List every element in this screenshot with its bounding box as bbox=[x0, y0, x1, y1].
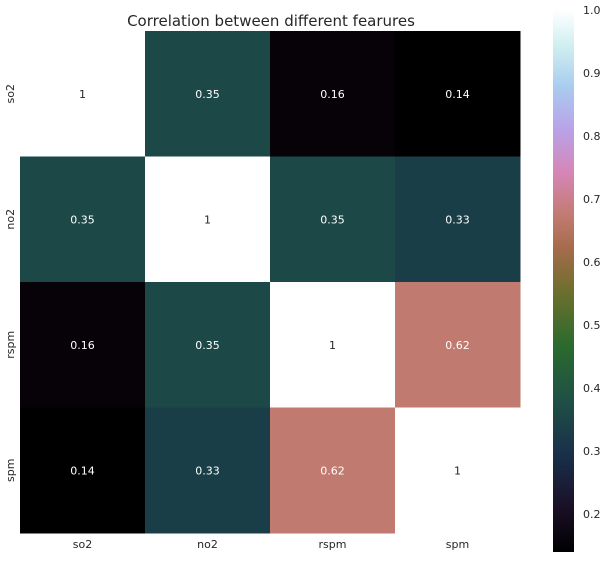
cell-value-label-spm-spm: 1 bbox=[454, 464, 461, 477]
cell-value-label-rspm-no2: 0.35 bbox=[195, 339, 220, 352]
cell-value-label-spm-rspm: 0.62 bbox=[320, 464, 345, 477]
heatmap-cell-no2-rspm bbox=[270, 156, 396, 283]
cell-value-label-so2-no2: 0.35 bbox=[195, 88, 220, 101]
cell-value-label-no2-so2: 0.35 bbox=[70, 213, 95, 226]
x-tick-label-no2: no2 bbox=[197, 538, 218, 551]
colorbar-tick-label-8: 1.0 bbox=[583, 4, 601, 17]
heatmap-cell-rspm-rspm bbox=[270, 282, 396, 408]
x-tick-label-so2: so2 bbox=[73, 538, 92, 551]
x-axis-tick-labels: so2 no2 rspm spm bbox=[73, 538, 469, 551]
cell-value-label-rspm-spm: 0.62 bbox=[445, 339, 470, 352]
heatmap-cell-spm-spm bbox=[395, 407, 521, 534]
colorbar-tick-label-1: 0.3 bbox=[583, 445, 601, 458]
colorbar-gradient bbox=[553, 10, 574, 552]
heatmap-cell-no2-so2 bbox=[20, 156, 146, 283]
cell-value-label-no2-spm: 0.33 bbox=[445, 213, 470, 226]
cell-value-label-so2-spm: 0.14 bbox=[445, 88, 470, 101]
colorbar-tick-label-5: 0.7 bbox=[583, 193, 601, 206]
cell-value-label-rspm-so2: 0.16 bbox=[70, 339, 95, 352]
cell-value-label-spm-no2: 0.33 bbox=[195, 464, 220, 477]
heatmap-cell-rspm-spm bbox=[395, 282, 521, 408]
cell-value-label-no2-rspm: 0.35 bbox=[320, 213, 345, 226]
colorbar-tick-label-4: 0.6 bbox=[583, 256, 601, 269]
cell-value-label-spm-so2: 0.14 bbox=[70, 464, 95, 477]
colorbar-tick-label-2: 0.4 bbox=[583, 382, 601, 395]
y-tick-label-no2: no2 bbox=[4, 209, 17, 230]
heatmap-cells bbox=[20, 31, 521, 534]
heatmap-cell-rspm-so2 bbox=[20, 282, 146, 408]
chart-title: Correlation between different fearures bbox=[127, 12, 415, 30]
heatmap-cell-spm-so2 bbox=[20, 407, 146, 534]
colorbar-tick-label-0: 0.2 bbox=[583, 508, 601, 521]
cell-value-label-so2-so2: 1 bbox=[79, 88, 86, 101]
heatmap-cell-so2-rspm bbox=[270, 31, 396, 157]
cell-value-label-no2-no2: 1 bbox=[204, 213, 211, 226]
x-tick-label-rspm: rspm bbox=[319, 538, 347, 551]
y-tick-label-rspm: rspm bbox=[4, 331, 17, 359]
colorbar: 0.2 0.3 0.4 0.5 0.6 0.7 0.8 0.9 1.0 bbox=[553, 4, 601, 552]
y-axis-tick-labels: so2 no2 rspm spm bbox=[4, 84, 17, 482]
cell-value-label-so2-rspm: 0.16 bbox=[320, 88, 345, 101]
heatmap-cell-labels: 1 0.35 0.16 0.14 0.35 1 0.35 0.33 0.16 0.35 1 0.62 0… bbox=[70, 88, 470, 478]
colorbar-tick-label-3: 0.5 bbox=[583, 319, 601, 332]
y-tick-label-spm: spm bbox=[4, 459, 17, 482]
x-tick-label-spm: spm bbox=[446, 538, 469, 551]
heatmap-cell-spm-rspm bbox=[270, 407, 396, 534]
colorbar-tick-label-6: 0.8 bbox=[583, 130, 601, 143]
heatmap-cell-no2-no2 bbox=[145, 156, 271, 283]
heatmap-cell-so2-no2 bbox=[145, 31, 271, 157]
heatmap-cell-so2-so2 bbox=[20, 31, 146, 157]
colorbar-tick-label-7: 0.9 bbox=[583, 67, 601, 80]
heatmap-cell-no2-spm bbox=[395, 156, 521, 283]
heatmap-cell-so2-spm bbox=[395, 31, 521, 157]
heatmap-cell-spm-no2 bbox=[145, 407, 271, 534]
cell-value-label-rspm-rspm: 1 bbox=[329, 339, 336, 352]
heatmap-cell-rspm-no2 bbox=[145, 282, 271, 408]
y-tick-label-so2: so2 bbox=[4, 84, 17, 103]
colorbar-tick-labels: 0.2 0.3 0.4 0.5 0.6 0.7 0.8 0.9 1.0 bbox=[583, 4, 601, 521]
